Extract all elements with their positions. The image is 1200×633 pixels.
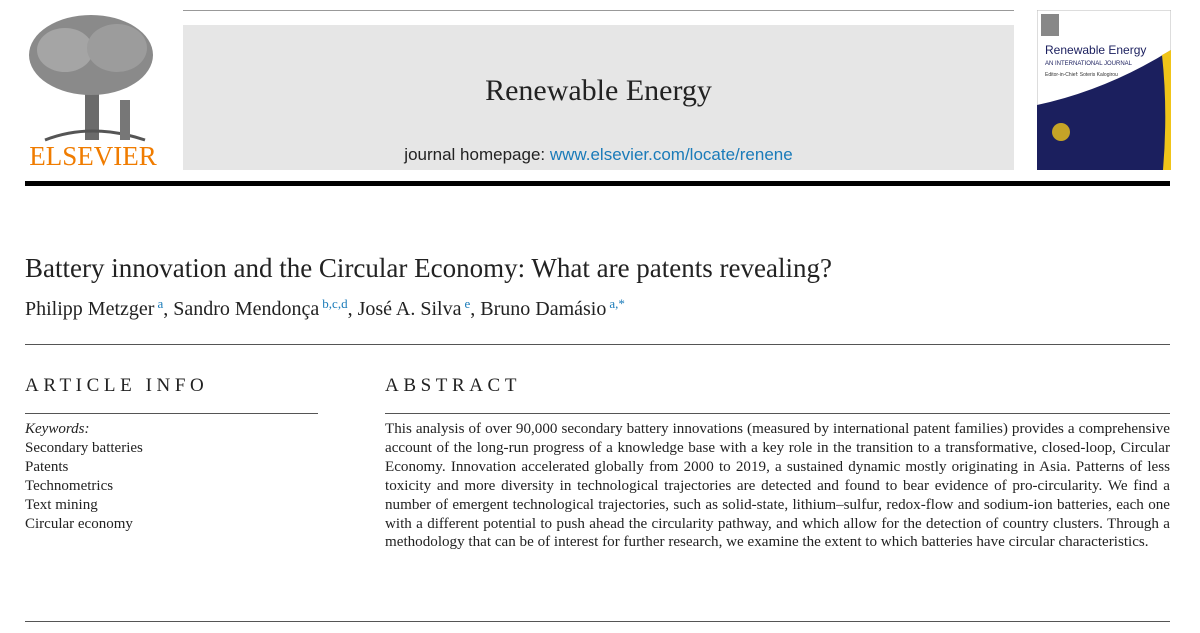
cover-editor: Editor-in-Chief: Soteris Kalogirou [1045,72,1118,78]
homepage-label: journal homepage: [404,145,546,164]
author-affiliation[interactable]: e [464,296,471,311]
rule [25,413,318,414]
rule [183,10,1014,11]
author-affiliation[interactable]: a [157,296,164,311]
keywords-label: Keywords: [25,421,90,437]
author-name: Bruno Damásio [480,298,607,320]
homepage: journal homepage: www.elsevier.com/locat… [183,145,1014,165]
keyword: Patents [25,459,69,475]
section-heading: ABSTRACT [385,375,522,396]
section-heading: ARTICLE INFO [25,375,209,396]
authors: Philipp Metzger a, Sandro Mendonça b,c,d, … [25,296,625,321]
article-title: Battery innovation and the Circular Econ… [25,253,832,283]
author-affiliation[interactable]: a,* [609,296,625,311]
author-name: Philipp Metzger [25,298,155,320]
author-separator: , [347,298,353,320]
author-affiliation[interactable]: b,c,d [322,296,348,311]
homepage-link[interactable]: www.elsevier.com/locate/renene [549,145,793,164]
abstract-text: This analysis of over 90,000 secondary b… [385,421,1170,551]
elsevier-logo: ELSEVIER [29,15,157,170]
cover-title: Renewable Energy [1045,43,1146,57]
rule [385,413,1170,414]
journal-name: Renewable Energy [485,74,712,107]
rule [25,621,1170,622]
logo-text: ELSEVIER [29,141,157,170]
rule [25,181,1170,186]
author-separator: , [163,298,169,320]
keywords: Keywords: Secondary batteries Patents Tech… [25,420,143,534]
keyword: Text mining [25,497,98,513]
keyword: Circular economy [25,516,133,532]
rule [25,344,1170,345]
journal-cover: Renewable Energy AN INTERNATIONAL JOURNA… [1037,10,1171,170]
keyword: Secondary batteries [25,440,143,456]
keyword: Technometrics [25,478,114,494]
journal-banner [183,25,1014,170]
author-name: Sandro Mendonça [173,298,320,320]
cover-subtitle: AN INTERNATIONAL JOURNAL [1045,61,1133,67]
author-name: José A. Silva [357,298,462,320]
author-separator: , [470,298,476,320]
